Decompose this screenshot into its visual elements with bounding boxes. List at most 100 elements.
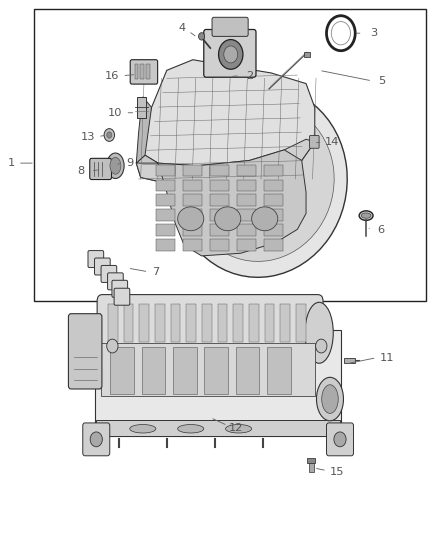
Bar	[146, 64, 150, 79]
Circle shape	[334, 432, 346, 447]
Bar	[249, 304, 258, 342]
Bar	[173, 347, 197, 394]
Bar	[307, 458, 315, 463]
FancyBboxPatch shape	[83, 423, 110, 456]
Bar	[156, 195, 175, 206]
Text: 2: 2	[246, 70, 253, 80]
Bar	[264, 209, 283, 221]
FancyBboxPatch shape	[344, 358, 355, 363]
Circle shape	[198, 33, 205, 40]
Bar	[184, 165, 201, 176]
Ellipse shape	[110, 157, 121, 174]
Bar	[210, 239, 229, 251]
Bar	[108, 304, 117, 342]
Bar	[264, 224, 283, 236]
Ellipse shape	[173, 86, 347, 277]
FancyBboxPatch shape	[95, 258, 110, 275]
FancyBboxPatch shape	[204, 29, 256, 77]
Bar	[236, 347, 259, 394]
FancyBboxPatch shape	[88, 251, 104, 268]
FancyBboxPatch shape	[68, 314, 102, 389]
Bar	[309, 462, 314, 472]
Bar	[102, 343, 315, 397]
Bar	[171, 304, 180, 342]
Text: 14: 14	[325, 137, 339, 147]
Ellipse shape	[187, 102, 334, 261]
Bar	[280, 304, 290, 342]
Bar	[156, 165, 175, 176]
Bar	[202, 304, 212, 342]
Bar	[34, 10, 426, 301]
Bar	[110, 347, 134, 394]
Bar	[184, 239, 201, 251]
Bar	[124, 304, 133, 342]
Bar	[304, 52, 310, 56]
Bar	[264, 239, 283, 251]
Bar	[140, 64, 144, 79]
Bar	[296, 304, 306, 342]
Ellipse shape	[178, 424, 204, 433]
Bar	[237, 180, 255, 191]
FancyBboxPatch shape	[326, 423, 353, 456]
Polygon shape	[136, 150, 306, 256]
Text: 4: 4	[178, 23, 186, 33]
FancyBboxPatch shape	[97, 295, 323, 350]
Ellipse shape	[317, 377, 343, 421]
Text: 3: 3	[370, 28, 377, 38]
Text: 1: 1	[7, 158, 14, 168]
Bar	[264, 165, 283, 176]
FancyBboxPatch shape	[114, 288, 130, 305]
Circle shape	[107, 132, 112, 138]
Text: 6: 6	[378, 225, 385, 236]
Ellipse shape	[107, 153, 124, 179]
Ellipse shape	[361, 213, 371, 218]
Bar	[237, 224, 255, 236]
Text: 5: 5	[378, 76, 386, 86]
Bar	[155, 304, 165, 342]
Text: 16: 16	[105, 70, 120, 80]
Ellipse shape	[322, 385, 338, 414]
Ellipse shape	[252, 207, 278, 231]
Circle shape	[90, 432, 102, 447]
Bar	[218, 304, 227, 342]
Text: 12: 12	[229, 423, 244, 433]
Bar	[237, 165, 255, 176]
Bar	[141, 347, 166, 394]
Text: 13: 13	[81, 132, 95, 142]
Polygon shape	[136, 60, 315, 184]
FancyBboxPatch shape	[112, 280, 127, 297]
Ellipse shape	[215, 207, 241, 231]
Bar	[233, 304, 243, 342]
Bar	[156, 180, 175, 191]
Bar	[134, 64, 138, 79]
Circle shape	[104, 128, 115, 141]
Bar	[139, 304, 149, 342]
Bar	[184, 209, 201, 221]
FancyBboxPatch shape	[310, 135, 319, 148]
Bar	[210, 195, 229, 206]
Bar	[156, 224, 175, 236]
Ellipse shape	[359, 211, 373, 220]
Bar	[210, 224, 229, 236]
Text: 15: 15	[329, 467, 344, 477]
Bar	[156, 239, 175, 251]
Ellipse shape	[130, 424, 156, 433]
Circle shape	[219, 39, 243, 69]
Bar	[96, 420, 339, 436]
FancyBboxPatch shape	[95, 330, 341, 436]
Circle shape	[107, 339, 118, 353]
FancyBboxPatch shape	[101, 265, 117, 282]
Bar	[267, 347, 291, 394]
Text: 8: 8	[77, 166, 84, 176]
Text: 10: 10	[108, 108, 123, 118]
Bar	[237, 195, 255, 206]
Bar	[186, 304, 196, 342]
FancyBboxPatch shape	[130, 60, 158, 84]
Bar	[237, 239, 255, 251]
Bar	[264, 195, 283, 206]
Bar	[184, 224, 201, 236]
FancyBboxPatch shape	[108, 273, 123, 290]
Bar	[184, 180, 201, 191]
Ellipse shape	[226, 424, 252, 433]
Text: 9: 9	[126, 158, 134, 168]
